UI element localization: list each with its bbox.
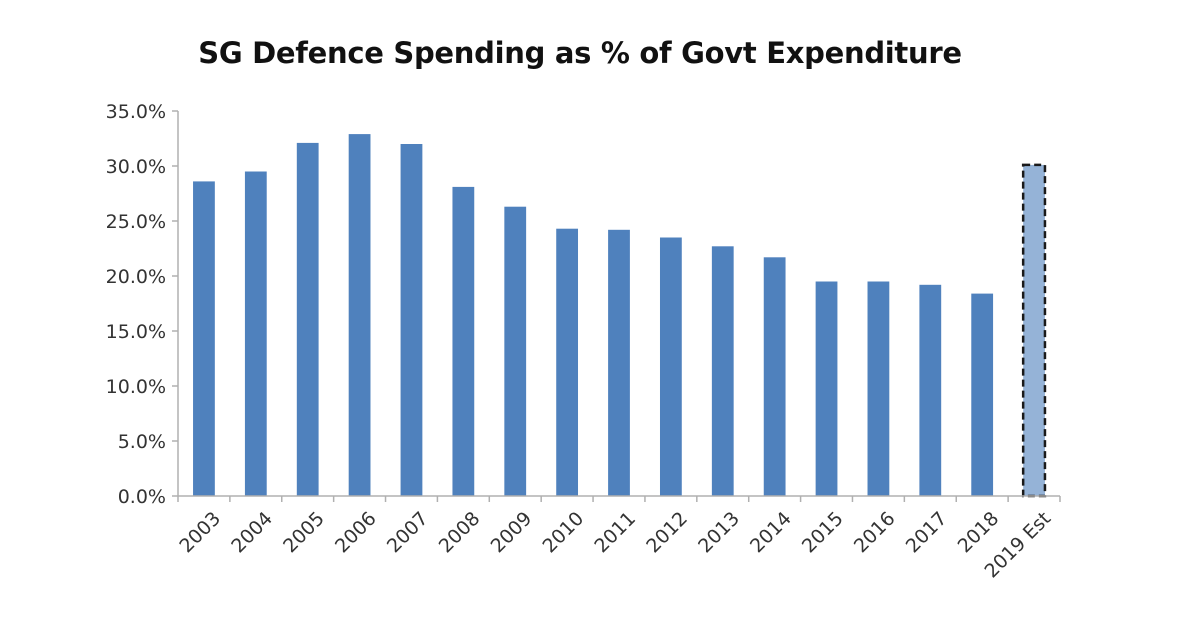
y-axis: 0.0% 5.0% 10.0% 15.0% 20.0% 25.0% 30.0% 35.0% — [106, 101, 178, 508]
bar — [867, 281, 890, 496]
bar — [504, 206, 527, 496]
x-tick-label: 2007 — [383, 508, 433, 558]
bar — [815, 281, 838, 496]
x-tick-label: 2004 — [227, 508, 277, 558]
y-tick-label: 0.0% — [118, 486, 166, 508]
bar — [711, 246, 734, 496]
bar — [971, 293, 994, 496]
x-tick-label: 2006 — [331, 508, 381, 558]
bar — [919, 284, 942, 496]
y-tick-label: 35.0% — [106, 101, 166, 123]
bar — [608, 229, 630, 497]
bar — [348, 134, 371, 496]
y-tick-label: 25.0% — [106, 211, 166, 233]
y-tick-label: 5.0% — [118, 431, 166, 453]
x-tick-label: 2013 — [694, 508, 744, 558]
x-tick-label: 2010 — [539, 508, 589, 558]
x-tick-label: 2014 — [746, 508, 796, 558]
chart-title: SG Defence Spending as % of Govt Expendi… — [198, 36, 962, 70]
x-tick-label: 2011 — [590, 508, 640, 558]
bar — [400, 144, 423, 496]
x-tick-label: 2003 — [175, 508, 225, 558]
bar — [556, 228, 579, 496]
y-tick-label: 20.0% — [106, 266, 166, 288]
x-axis: 2003 2004 2005 2006 2007 2008 2009 2010 2011 2012… — [175, 496, 1061, 582]
bars-group — [193, 134, 1047, 498]
bar — [193, 181, 215, 496]
y-tick-label: 15.0% — [106, 321, 166, 343]
x-tick-label: 2009 — [487, 508, 537, 558]
x-tick-label: 2012 — [642, 508, 692, 558]
x-tick-label: 2015 — [798, 508, 848, 558]
y-tick-label: 30.0% — [106, 156, 166, 178]
x-tick-label: 2017 — [902, 508, 952, 558]
bar-estimate — [1021, 163, 1047, 498]
bar — [452, 186, 475, 496]
x-tick-label: 2016 — [850, 508, 900, 558]
x-tick-label: 2008 — [435, 508, 485, 558]
bar — [659, 237, 682, 496]
bar — [763, 257, 786, 496]
bar — [244, 171, 267, 496]
axes-group — [177, 111, 1060, 497]
x-tick-label: 2018 — [954, 508, 1004, 558]
x-tick-label: 2005 — [279, 508, 329, 558]
y-tick-label: 10.0% — [106, 376, 166, 398]
bar — [296, 142, 319, 496]
